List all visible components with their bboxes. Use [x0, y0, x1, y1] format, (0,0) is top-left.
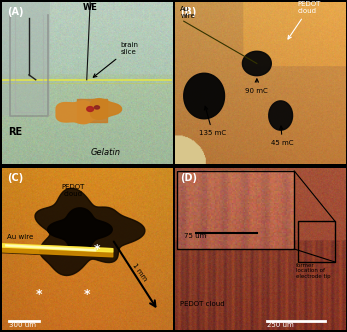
Polygon shape [91, 99, 121, 119]
Text: (C): (C) [7, 173, 23, 183]
Text: *: * [36, 288, 42, 301]
Bar [177, 171, 294, 249]
Text: PEDOT
cloud: PEDOT cloud [288, 1, 321, 39]
Polygon shape [56, 101, 104, 124]
Text: 135 mC: 135 mC [199, 106, 226, 136]
Text: WE: WE [83, 3, 98, 12]
Polygon shape [269, 101, 293, 130]
Text: 250 um: 250 um [267, 322, 294, 328]
Text: brain
slice: brain slice [93, 42, 139, 77]
Text: Au
wire: Au wire [180, 6, 195, 19]
Text: 75 um: 75 um [185, 233, 207, 239]
Text: *: * [94, 242, 100, 256]
Text: 1 mm: 1 mm [131, 263, 147, 283]
Polygon shape [35, 188, 145, 276]
Text: 90 mC: 90 mC [245, 79, 268, 94]
Polygon shape [94, 106, 100, 109]
Text: Au wire: Au wire [7, 234, 33, 240]
Bar [298, 221, 335, 262]
Text: Gelatin: Gelatin [90, 148, 120, 157]
Text: 300 um: 300 um [9, 322, 35, 328]
Polygon shape [243, 51, 271, 76]
Text: former
location of
electrode tip: former location of electrode tip [296, 263, 331, 279]
Text: (A): (A) [7, 7, 23, 17]
Text: *: * [84, 288, 90, 301]
Text: 45 mC: 45 mC [271, 126, 294, 146]
Polygon shape [184, 73, 225, 119]
Text: (D): (D) [180, 173, 197, 183]
Text: RE: RE [9, 127, 23, 137]
Text: PEDOT
cloud: PEDOT cloud [61, 184, 85, 197]
Polygon shape [48, 208, 112, 251]
Text: (B): (B) [180, 7, 197, 17]
Polygon shape [87, 107, 94, 112]
Text: PEDOT cloud: PEDOT cloud [180, 301, 225, 307]
